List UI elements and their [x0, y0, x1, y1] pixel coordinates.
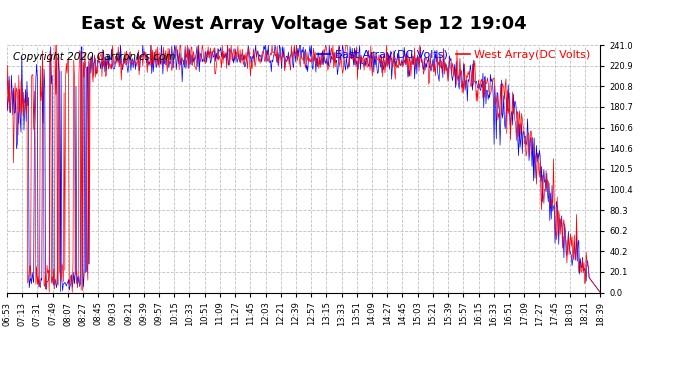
West Array(DC Volts) [39, 100, 48, 105]
West Array(DC Volts) [51, 43, 59, 47]
Line: West Array(DC Volts): West Array(DC Volts) [7, 45, 600, 292]
East Array(DC Volts) [117, 43, 125, 47]
West Array(DC Volts) [348, 53, 357, 58]
East Array(DC Volts) [348, 46, 357, 51]
East Array(DC Volts) [39, 121, 48, 125]
West Array(DC Volts) [364, 51, 372, 56]
East Array(DC Volts) [3, 95, 11, 100]
West Array(DC Volts) [3, 108, 11, 113]
Text: East & West Array Voltage Sat Sep 12 19:04: East & West Array Voltage Sat Sep 12 19:… [81, 15, 526, 33]
East Array(DC Volts) [515, 153, 523, 158]
Text: Copyright 2020 Cartronics.com: Copyright 2020 Cartronics.com [13, 53, 175, 62]
East Array(DC Volts) [364, 59, 372, 64]
Line: East Array(DC Volts): East Array(DC Volts) [7, 45, 600, 292]
West Array(DC Volts) [382, 63, 390, 68]
East Array(DC Volts) [596, 290, 604, 295]
West Array(DC Volts) [453, 71, 462, 75]
East Array(DC Volts) [453, 76, 462, 81]
West Array(DC Volts) [596, 290, 604, 295]
Legend: East Array(DC Volts), West Array(DC Volts): East Array(DC Volts), West Array(DC Volt… [313, 46, 595, 64]
East Array(DC Volts) [382, 65, 390, 69]
West Array(DC Volts) [515, 134, 523, 139]
